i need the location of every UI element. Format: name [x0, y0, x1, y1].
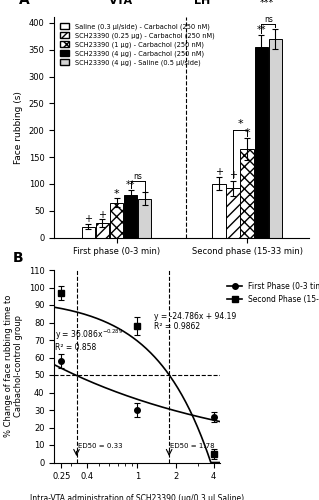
Text: **: ** [126, 180, 135, 190]
Bar [226, 188, 240, 238]
Text: +: + [229, 170, 237, 180]
Bar [212, 184, 226, 238]
Y-axis label: Face rubbing (s): Face rubbing (s) [14, 91, 23, 164]
Bar [241, 149, 254, 238]
Text: *: * [114, 188, 119, 198]
Bar [138, 199, 152, 237]
Bar [255, 47, 268, 238]
Text: ED50 = 1.78: ED50 = 1.78 [170, 442, 215, 448]
Text: A: A [19, 0, 29, 8]
Text: +: + [215, 168, 223, 177]
Text: +: + [84, 214, 93, 224]
Text: +: + [99, 210, 107, 220]
Text: B: B [13, 252, 23, 266]
Bar [110, 202, 123, 237]
Bar [82, 227, 95, 237]
Text: ***: *** [260, 0, 274, 8]
Y-axis label: % Change of face rubbing time to
Carbachol-control group: % Change of face rubbing time to Carbach… [4, 295, 23, 438]
Bar [269, 39, 282, 237]
Text: *: * [237, 120, 243, 130]
Bar [124, 194, 137, 238]
Legend: First Phase (0-3 time), Second Phase (15-33 time): First Phase (0-3 time), Second Phase (15… [224, 279, 319, 307]
Text: y = 36.086x$^{-0.289}$
R² = 0.858: y = 36.086x$^{-0.289}$ R² = 0.858 [56, 328, 123, 352]
Text: *: * [244, 128, 250, 138]
Text: LH: LH [194, 0, 210, 6]
Text: VTA: VTA [108, 0, 133, 6]
Text: ED50 = 0.33: ED50 = 0.33 [78, 442, 123, 448]
Text: ns: ns [133, 172, 142, 181]
Text: y = -24.786x + 94.19
R² = 0.9862: y = -24.786x + 94.19 R² = 0.9862 [154, 312, 236, 331]
Text: **: ** [256, 25, 266, 35]
Bar [96, 223, 109, 238]
Legend: Saline (0.3 μl/side) - Carbachol (250 nM), SCH23390 (0.25 μg) - Carbachol (250 n: Saline (0.3 μl/side) - Carbachol (250 nM… [60, 23, 215, 66]
Text: ns: ns [264, 15, 273, 24]
Text: Intra-VTA administration of SCH23390 (μg/0.3 μl Saline): Intra-VTA administration of SCH23390 (μg… [30, 494, 244, 500]
